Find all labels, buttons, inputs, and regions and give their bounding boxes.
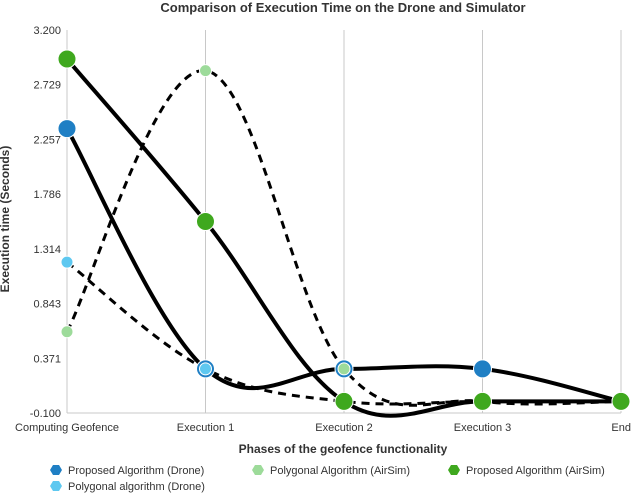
x-tick-label: End bbox=[611, 422, 631, 434]
y-tick-label: 1.786 bbox=[33, 189, 61, 201]
x-axis-ticks: Computing Geofence Execution 1 Execution 2… bbox=[15, 422, 631, 434]
legend-label-2: Polygonal Algorithm (AirSim) bbox=[270, 465, 410, 477]
series-line-3 bbox=[65, 57, 621, 418]
data-point-0-3 bbox=[473, 359, 492, 379]
legend-marker-0 bbox=[50, 465, 62, 475]
y-tick-label: 0.843 bbox=[33, 299, 61, 311]
series-line-0 bbox=[65, 127, 622, 404]
data-point-3-3 bbox=[473, 391, 492, 411]
data-point-2-2 bbox=[337, 362, 351, 376]
series-points bbox=[57, 49, 631, 411]
legend-label-0: Proposed Algorithm (Drone) bbox=[68, 465, 204, 477]
legend-marker-1 bbox=[50, 481, 62, 491]
x-axis-label: Phases of the geofence functionality bbox=[239, 442, 448, 456]
data-point-2-0 bbox=[60, 325, 74, 339]
legend: Proposed Algorithm (Drone) Polygonal algo… bbox=[50, 465, 605, 493]
y-tick-label: 0.371 bbox=[33, 353, 61, 365]
y-tick-label: 1.314 bbox=[33, 244, 61, 256]
series-lines bbox=[65, 57, 622, 418]
y-tick-label: 2.729 bbox=[33, 80, 61, 92]
legend-label-3: Proposed Algorithm (AirSim) bbox=[466, 465, 605, 477]
grid bbox=[66, 30, 622, 414]
legend-marker-2 bbox=[252, 465, 264, 475]
data-point-3-2 bbox=[334, 391, 354, 411]
y-axis-label: Execution time (Seconds) bbox=[0, 146, 12, 293]
y-tick-label: -0.100 bbox=[30, 408, 61, 420]
data-point-0-0 bbox=[57, 119, 77, 139]
chart-title: Comparison of Execution Time on the Dron… bbox=[160, 0, 525, 15]
x-tick-label: Execution 3 bbox=[454, 422, 511, 434]
y-tick-label: 3.200 bbox=[33, 25, 61, 37]
data-point-1-0 bbox=[60, 255, 74, 269]
data-point-3-0 bbox=[57, 49, 77, 69]
x-tick-label: Computing Geofence bbox=[15, 422, 119, 434]
y-tick-label: 2.257 bbox=[33, 134, 61, 146]
data-point-1-1 bbox=[199, 362, 212, 376]
x-tick-label: Execution 2 bbox=[315, 422, 372, 434]
data-point-3-4 bbox=[611, 391, 631, 411]
legend-label-1: Polygonal algorithm (Drone) bbox=[68, 481, 205, 493]
data-point-3-1 bbox=[196, 212, 215, 231]
legend-marker-3 bbox=[448, 465, 460, 475]
data-point-2-1 bbox=[199, 64, 212, 78]
y-axis-ticks: -0.100 0.371 0.843 1.314 1.786 2.257 2.729 3.20… bbox=[30, 25, 61, 420]
x-tick-label: Execution 1 bbox=[177, 422, 234, 434]
